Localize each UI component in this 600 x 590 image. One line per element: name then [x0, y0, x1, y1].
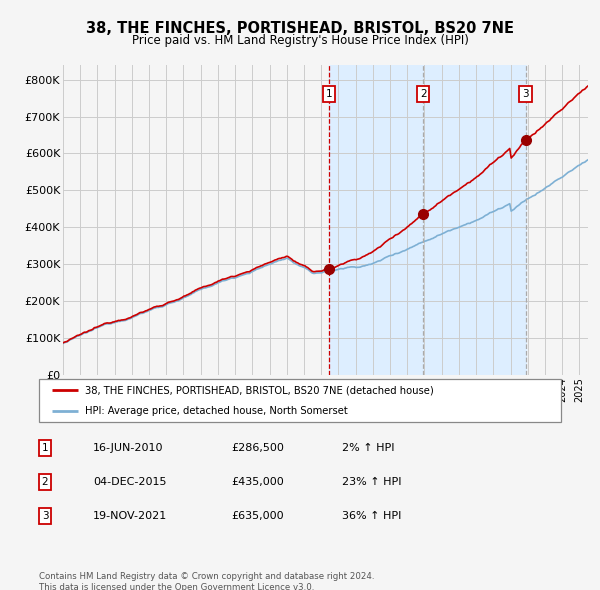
Text: 04-DEC-2015: 04-DEC-2015: [93, 477, 167, 487]
Text: 2% ↑ HPI: 2% ↑ HPI: [342, 443, 395, 453]
Text: £635,000: £635,000: [231, 512, 284, 521]
Text: 2: 2: [41, 477, 49, 487]
Text: £286,500: £286,500: [231, 443, 284, 453]
Text: 23% ↑ HPI: 23% ↑ HPI: [342, 477, 401, 487]
Text: 3: 3: [523, 89, 529, 99]
Text: 2: 2: [420, 89, 427, 99]
Text: 38, THE FINCHES, PORTISHEAD, BRISTOL, BS20 7NE (detached house): 38, THE FINCHES, PORTISHEAD, BRISTOL, BS…: [85, 385, 434, 395]
Bar: [329, 65, 526, 375]
Text: 1: 1: [41, 443, 49, 453]
Text: 1: 1: [326, 89, 332, 99]
Text: 19-NOV-2021: 19-NOV-2021: [93, 512, 167, 521]
Text: Contains HM Land Registry data © Crown copyright and database right 2024.
This d: Contains HM Land Registry data © Crown c…: [39, 572, 374, 590]
FancyBboxPatch shape: [39, 379, 561, 422]
Text: Price paid vs. HM Land Registry's House Price Index (HPI): Price paid vs. HM Land Registry's House …: [131, 34, 469, 47]
Text: £435,000: £435,000: [231, 477, 284, 487]
Text: 16-JUN-2010: 16-JUN-2010: [93, 443, 163, 453]
Text: 3: 3: [41, 512, 49, 521]
Text: 36% ↑ HPI: 36% ↑ HPI: [342, 512, 401, 521]
Text: HPI: Average price, detached house, North Somerset: HPI: Average price, detached house, Nort…: [85, 406, 347, 416]
Text: 38, THE FINCHES, PORTISHEAD, BRISTOL, BS20 7NE: 38, THE FINCHES, PORTISHEAD, BRISTOL, BS…: [86, 21, 514, 35]
